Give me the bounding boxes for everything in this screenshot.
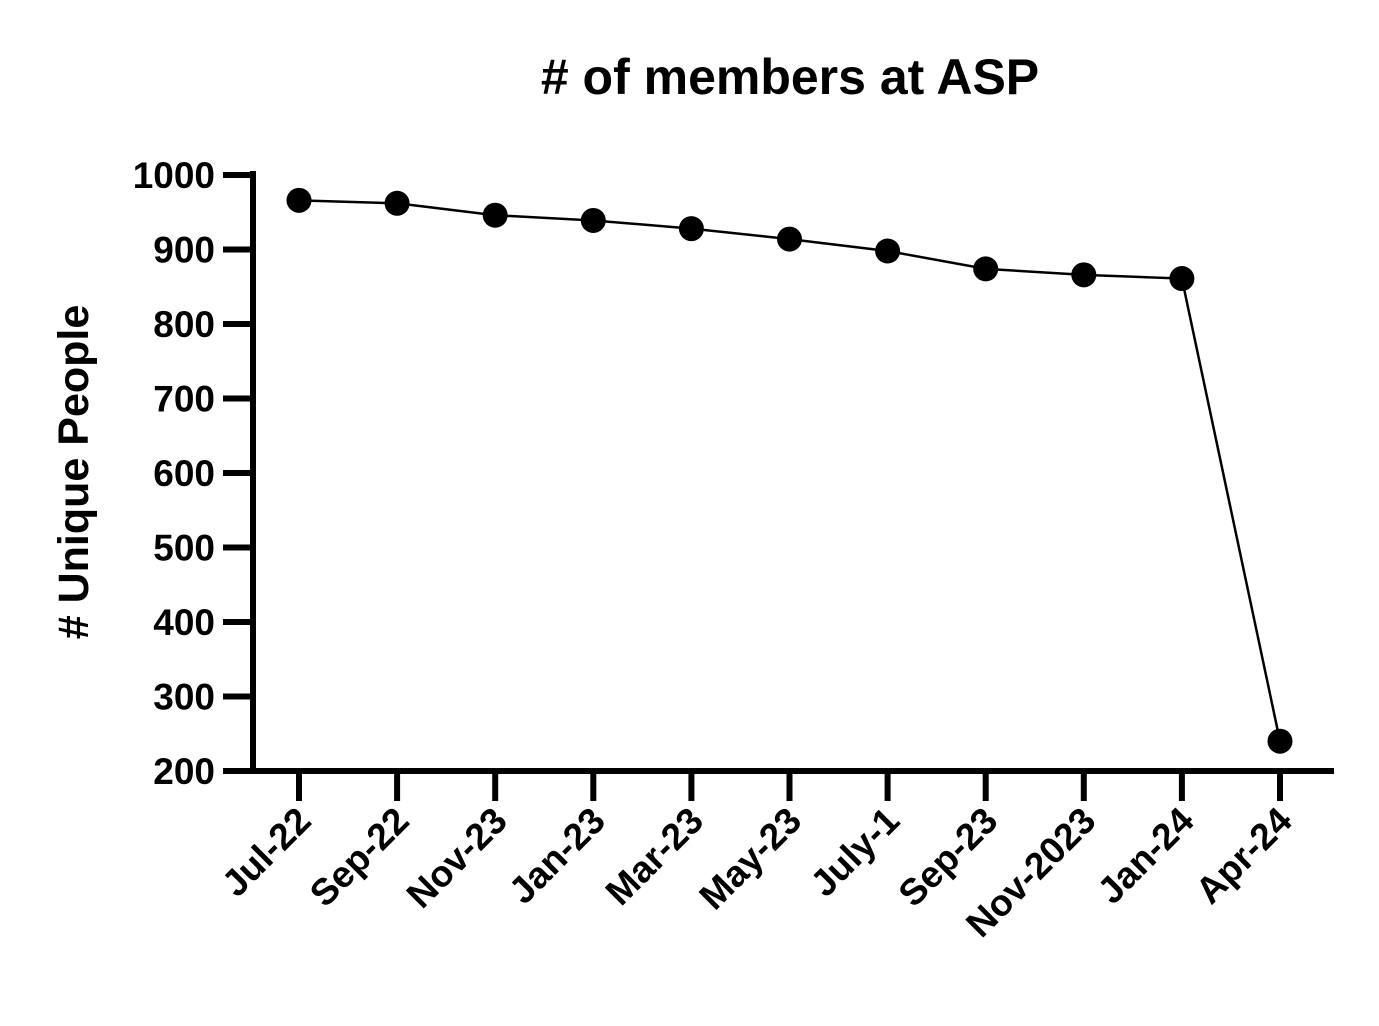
data-point-marker <box>777 226 802 252</box>
y-axis-ticks: 200 300 400 500 600 700 800 900 1000 <box>133 155 253 792</box>
data-point-marker <box>678 216 704 242</box>
data-point-marker <box>286 187 312 213</box>
y-tick-label: 500 <box>153 528 215 569</box>
y-tick-label: 400 <box>153 602 215 643</box>
y-tick-label: 300 <box>153 677 215 718</box>
data-point-marker <box>973 256 999 282</box>
chart-title: # of members at ASP <box>541 49 1039 105</box>
data-point-marker <box>875 238 901 264</box>
y-tick-label: 700 <box>153 379 215 420</box>
x-tick-label: July-1 <box>803 800 908 905</box>
y-tick-label: 600 <box>153 453 215 494</box>
y-tick-label: 200 <box>153 751 215 792</box>
x-tick-label: Sep-22 <box>302 800 417 915</box>
x-tick-label: Apr-24 <box>1188 799 1300 911</box>
data-point-marker <box>1071 262 1097 288</box>
data-point-marker <box>482 202 508 228</box>
x-tick-label: Jan-24 <box>1090 799 1202 911</box>
axes <box>250 171 1334 774</box>
y-tick-label: 1000 <box>133 155 215 196</box>
data-point-marker <box>1169 266 1195 292</box>
y-tick-label: 900 <box>153 230 215 271</box>
series-line <box>298 199 1282 742</box>
y-tick-label: 800 <box>153 304 215 345</box>
x-axis-ticks: Jul-22Sep-22Nov-23Jan-23Mar-23May-23July… <box>214 771 1300 945</box>
x-tick-label: Mar-23 <box>598 800 711 913</box>
data-point-marker <box>580 207 606 233</box>
x-tick-label: Jan-23 <box>501 800 613 912</box>
series-layer <box>286 187 1293 754</box>
x-tick-label: Nov-23 <box>399 800 515 916</box>
x-tick-label: May-23 <box>691 800 809 918</box>
y-axis-label: # Unique People <box>50 305 98 640</box>
data-point-marker <box>384 190 410 216</box>
data-point-marker <box>1267 728 1293 754</box>
x-tick-label: Jul-22 <box>214 800 319 905</box>
